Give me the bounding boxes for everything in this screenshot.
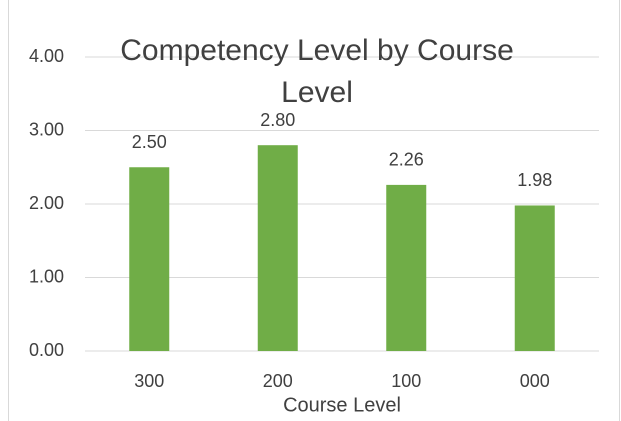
data-label: 2.26 xyxy=(389,150,424,170)
x-tick-label: 300 xyxy=(134,371,164,391)
x-tick-label: 200 xyxy=(263,371,293,391)
x-tick-label: 100 xyxy=(391,371,421,391)
x-axis-title: Course Level xyxy=(283,394,401,416)
data-label: 2.80 xyxy=(260,110,295,130)
chart-border xyxy=(8,0,620,421)
y-tick-label: 4.00 xyxy=(29,46,64,66)
y-tick-label: 0.00 xyxy=(29,340,64,360)
bar xyxy=(514,205,555,351)
x-tick-label: 000 xyxy=(520,371,550,391)
bar xyxy=(129,167,170,351)
chart-title: Competency Level by Course Level xyxy=(120,34,514,109)
data-label: 2.50 xyxy=(132,132,167,152)
y-tick-label: 1.00 xyxy=(29,266,64,286)
bar xyxy=(386,184,427,351)
y-tick-label: 3.00 xyxy=(29,119,64,139)
y-tick-label: 2.00 xyxy=(29,193,64,213)
bar xyxy=(257,145,298,351)
data-label: 1.98 xyxy=(517,170,552,190)
